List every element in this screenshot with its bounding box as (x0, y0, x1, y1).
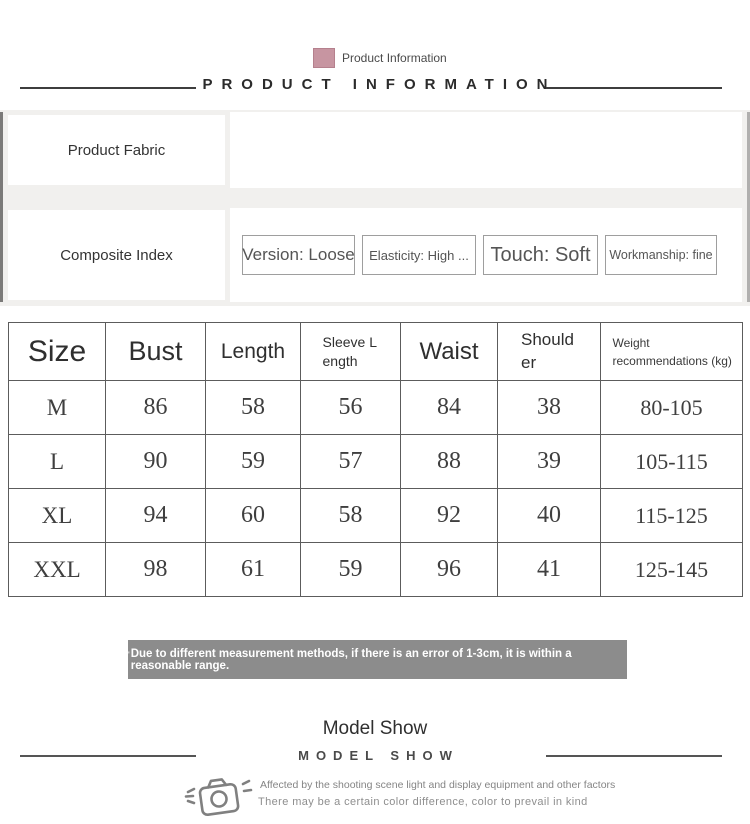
cell-sleeve: 57 (300, 434, 401, 489)
cell-length: 58 (205, 380, 301, 435)
cell-shoulder: 39 (497, 434, 601, 489)
chip-touch[interactable]: Touch: Soft (483, 235, 598, 275)
table-row-xl: XL 94 60 58 92 40 115-125 (8, 488, 743, 543)
column-header-shoulder: Shoulder (497, 322, 601, 381)
cell-weight: 80-105 (600, 380, 743, 435)
cell-shoulder: 41 (497, 542, 601, 597)
cell-weight: 115-125 (600, 488, 743, 543)
table-row-l: L 90 59 57 88 39 105-115 (8, 434, 743, 489)
right-edge-strip (747, 112, 750, 302)
photo-note-line2: There may be a certain color difference,… (258, 796, 588, 808)
section-tag-swatch (313, 48, 335, 68)
cell-weight: 125-145 (600, 542, 743, 597)
cell-size: L (8, 434, 106, 489)
cell-size: XXL (8, 542, 106, 597)
chip-workmanship[interactable]: Workmanship: fine (605, 235, 717, 275)
cell-bust: 98 (105, 542, 206, 597)
cell-bust: 94 (105, 488, 206, 543)
notice-tick: ' (128, 649, 130, 660)
measurement-notice-banner: ' Due to different measurement methods, … (128, 640, 627, 679)
column-header-weight: Weight recommendations (kg) (600, 322, 743, 381)
cell-length: 61 (205, 542, 301, 597)
cell-waist: 84 (400, 380, 498, 435)
cell-sleeve: 56 (300, 380, 401, 435)
composite-index-row-content: Version: Loose Elasticity: High ... Touc… (230, 208, 742, 302)
cell-length: 59 (205, 434, 301, 489)
model-show-subtitle: MODEL SHOW (298, 748, 459, 763)
chip-elasticity[interactable]: Elasticity: High ... (362, 235, 476, 275)
cell-sleeve: 58 (300, 488, 401, 543)
column-header-bust: Bust (105, 322, 206, 381)
fabric-row-label: Product Fabric (8, 115, 225, 185)
fabric-row-content (230, 112, 742, 188)
cell-waist: 88 (400, 434, 498, 489)
model-show-divider-left (20, 755, 196, 757)
column-header-sleeve-length: Sleeve Length (300, 322, 401, 381)
cell-size: M (8, 380, 106, 435)
cell-weight: 105-115 (600, 434, 743, 489)
fabric-label-text: Product Fabric (67, 141, 166, 159)
cell-shoulder: 38 (497, 380, 601, 435)
cell-sleeve: 59 (300, 542, 401, 597)
cell-length: 60 (205, 488, 301, 543)
size-table: Size Bust Length Sleeve Length Waist Sho… (8, 322, 743, 597)
column-header-waist: Waist (400, 322, 498, 381)
cell-waist: 92 (400, 488, 498, 543)
page-title: PRODUCT INFORMATION (202, 76, 557, 93)
size-table-header-row: Size Bust Length Sleeve Length Waist Sho… (8, 322, 743, 381)
table-row-m: M 86 58 56 84 38 80-105 (8, 380, 743, 435)
product-info-section: Product Fabric Composite Index Version: … (0, 110, 750, 306)
cell-bust: 90 (105, 434, 206, 489)
left-edge-strip (0, 112, 3, 302)
camera-icon (184, 778, 253, 817)
cell-waist: 96 (400, 542, 498, 597)
model-show-divider-right (546, 755, 722, 757)
column-header-length: Length (205, 322, 301, 381)
title-divider-left (20, 87, 196, 89)
model-show-title: Model Show (322, 718, 428, 739)
composite-index-label-text: Composite Index (60, 246, 173, 264)
title-divider-right (546, 87, 722, 89)
table-row-xxl: XXL 98 61 59 96 41 125-145 (8, 542, 743, 597)
notice-text: Due to different measurement methods, if… (130, 647, 572, 672)
composite-index-row-label: Composite Index (8, 210, 225, 300)
section-tag-label: Product Information (342, 51, 447, 65)
cell-bust: 86 (105, 380, 206, 435)
photo-note-line1: Affected by the shooting scene light and… (260, 779, 616, 791)
cell-shoulder: 40 (497, 488, 601, 543)
cell-size: XL (8, 488, 106, 543)
chip-version[interactable]: Version: Loose (242, 235, 355, 275)
column-header-size: Size (8, 322, 106, 381)
